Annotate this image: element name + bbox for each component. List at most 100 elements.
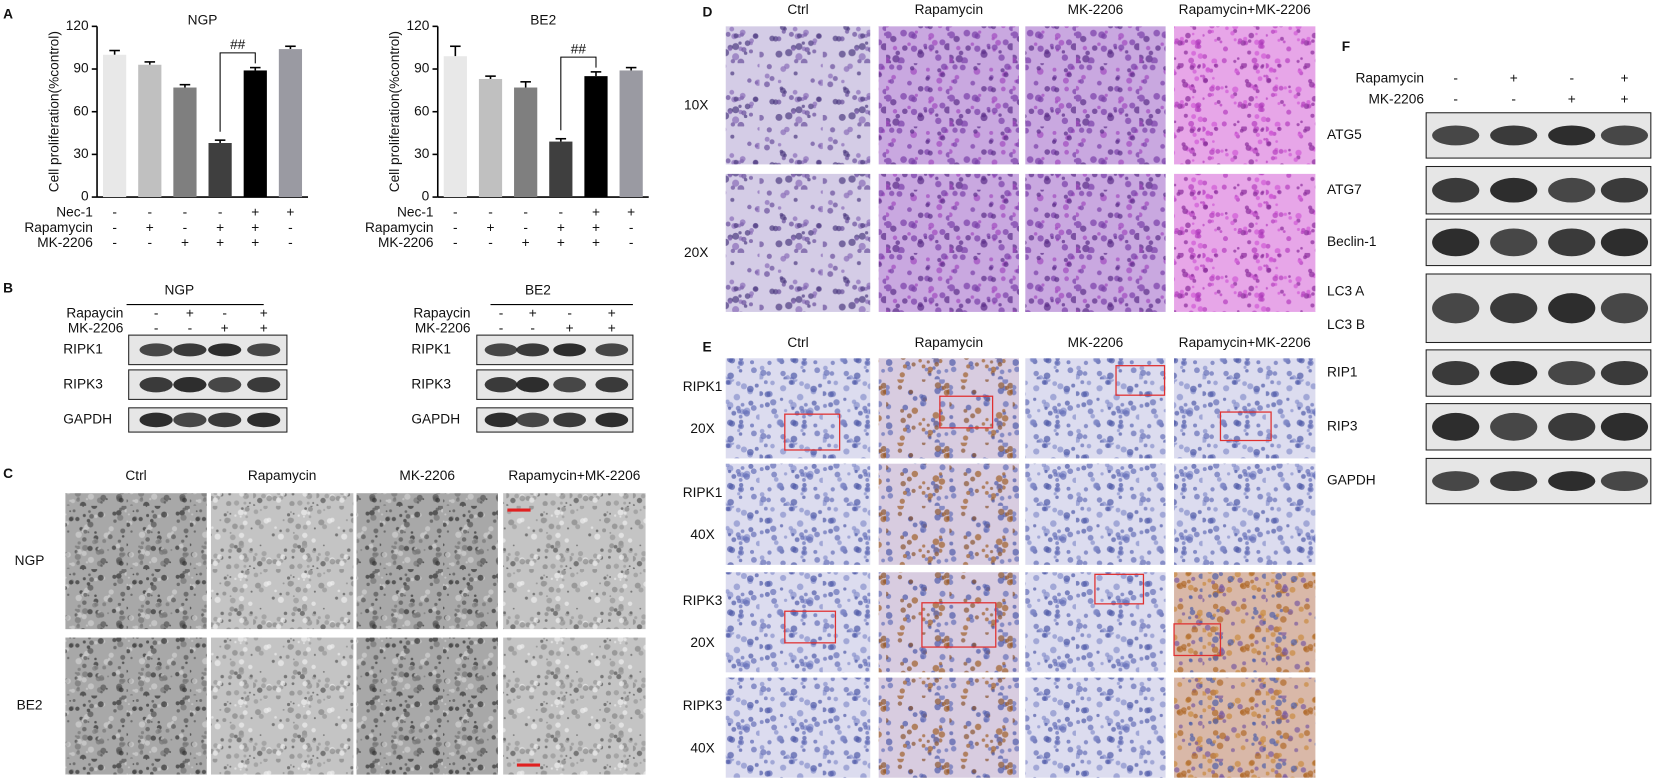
y-axis-label: Cell proliferation(%control) (46, 31, 61, 192)
treatment-name: MK-2206 (68, 320, 124, 335)
micrograph (725, 26, 871, 165)
column-label: Ctrl (787, 335, 808, 350)
blot-band (1490, 228, 1538, 257)
significance-label: ## (571, 41, 587, 56)
blot-band (1548, 125, 1596, 146)
blot-band (595, 376, 629, 393)
band-label: GAPDH (63, 412, 112, 427)
micrograph (725, 463, 871, 565)
band-label: RIP1 (1327, 365, 1357, 380)
blot-band (484, 412, 518, 428)
column-label: Rapamycin+MK-2206 (1179, 335, 1311, 350)
treatment-sign: - (112, 235, 117, 250)
micrograph (1174, 173, 1316, 312)
blot-band (1548, 293, 1596, 324)
blot-band (173, 376, 207, 393)
y-tick-label: 0 (422, 189, 430, 204)
blot-band (516, 376, 550, 393)
bar (103, 54, 127, 198)
treatment-sign: + (1510, 71, 1518, 86)
micrograph (725, 358, 871, 459)
micrograph (65, 637, 207, 775)
blot-band (1432, 412, 1480, 441)
column-label: Rapamycin+MK-2206 (1179, 2, 1311, 17)
blot-band (247, 376, 281, 393)
blot-band (1432, 361, 1480, 386)
blot-band (1432, 125, 1480, 146)
bar (584, 76, 608, 198)
treatment-sign: + (216, 220, 224, 235)
treatment-sign: - (453, 220, 458, 235)
chart-title: BE2 (530, 13, 556, 28)
micrograph (356, 493, 498, 630)
treatment-sign: - (112, 205, 117, 220)
treatment-sign: + (181, 235, 189, 250)
treatment-sign: - (288, 235, 293, 250)
column-label: Ctrl (787, 2, 808, 17)
bar (138, 64, 162, 198)
panel-label: D (703, 4, 713, 19)
row-label: BE2 (17, 698, 43, 713)
micrograph (725, 173, 871, 312)
treatment-sign: + (251, 235, 259, 250)
micrograph (725, 677, 871, 778)
treatment-sign: - (183, 220, 188, 235)
treatment-name: Rapaycin (413, 306, 470, 321)
blot-band (1432, 471, 1480, 492)
row-label: RIPK1 (683, 379, 723, 394)
inset-box (784, 413, 841, 451)
treatment-sign: + (251, 205, 259, 220)
blot-band (553, 343, 587, 357)
micrograph (1174, 572, 1316, 673)
treatment-sign: - (629, 235, 634, 250)
blot-band (247, 412, 281, 428)
blot-band (1548, 412, 1596, 441)
micrograph (878, 358, 1019, 459)
treatment-sign: - (154, 320, 159, 335)
treatment-sign: + (608, 306, 616, 321)
column-label: MK-2206 (399, 468, 455, 483)
inset-box (939, 395, 994, 429)
y-tick-label: 0 (81, 189, 89, 204)
blot-band (173, 343, 207, 357)
treatment-name: Rapaycin (66, 306, 123, 321)
micrograph (210, 637, 354, 775)
treatment-sign: - (530, 320, 535, 335)
chart-title: NGP (188, 13, 218, 28)
micrograph (878, 677, 1019, 778)
band-label: GAPDH (1327, 473, 1376, 488)
band-label: LC3 B (1327, 317, 1365, 332)
row-label: RIPK1 (683, 485, 723, 500)
blot-band (1600, 125, 1649, 146)
panel-label: F (1342, 39, 1350, 54)
blot-band (1548, 228, 1596, 257)
blot-band (484, 343, 518, 357)
blot-band (484, 376, 518, 393)
treatment-name: MK-2206 (415, 320, 471, 335)
blot-band (1600, 412, 1649, 441)
band-label: ATG5 (1327, 127, 1362, 142)
blot-title: NGP (164, 282, 194, 297)
blot-band (1548, 471, 1596, 492)
bar (278, 49, 303, 198)
blot-band (1600, 228, 1649, 257)
blot-band (173, 412, 207, 428)
inset-box (784, 610, 837, 644)
treatment-sign: + (1620, 71, 1628, 86)
treatment-sign: + (529, 306, 537, 321)
treatment-sign: - (1453, 92, 1458, 107)
treatment-name: Nec-1 (56, 205, 93, 220)
inset-box (1094, 573, 1145, 605)
y-tick-label: 90 (73, 61, 89, 76)
treatment-name: Rapamycin (1356, 71, 1425, 86)
bar (243, 70, 267, 198)
micrograph (210, 493, 354, 630)
treatment-sign: + (566, 320, 574, 335)
treatment-sign: + (557, 220, 565, 235)
treatment-sign: - (499, 320, 504, 335)
y-tick-label: 30 (414, 146, 430, 161)
blot-band (1432, 293, 1480, 324)
band-label: ATG7 (1327, 182, 1362, 197)
treatment-sign: + (557, 235, 565, 250)
